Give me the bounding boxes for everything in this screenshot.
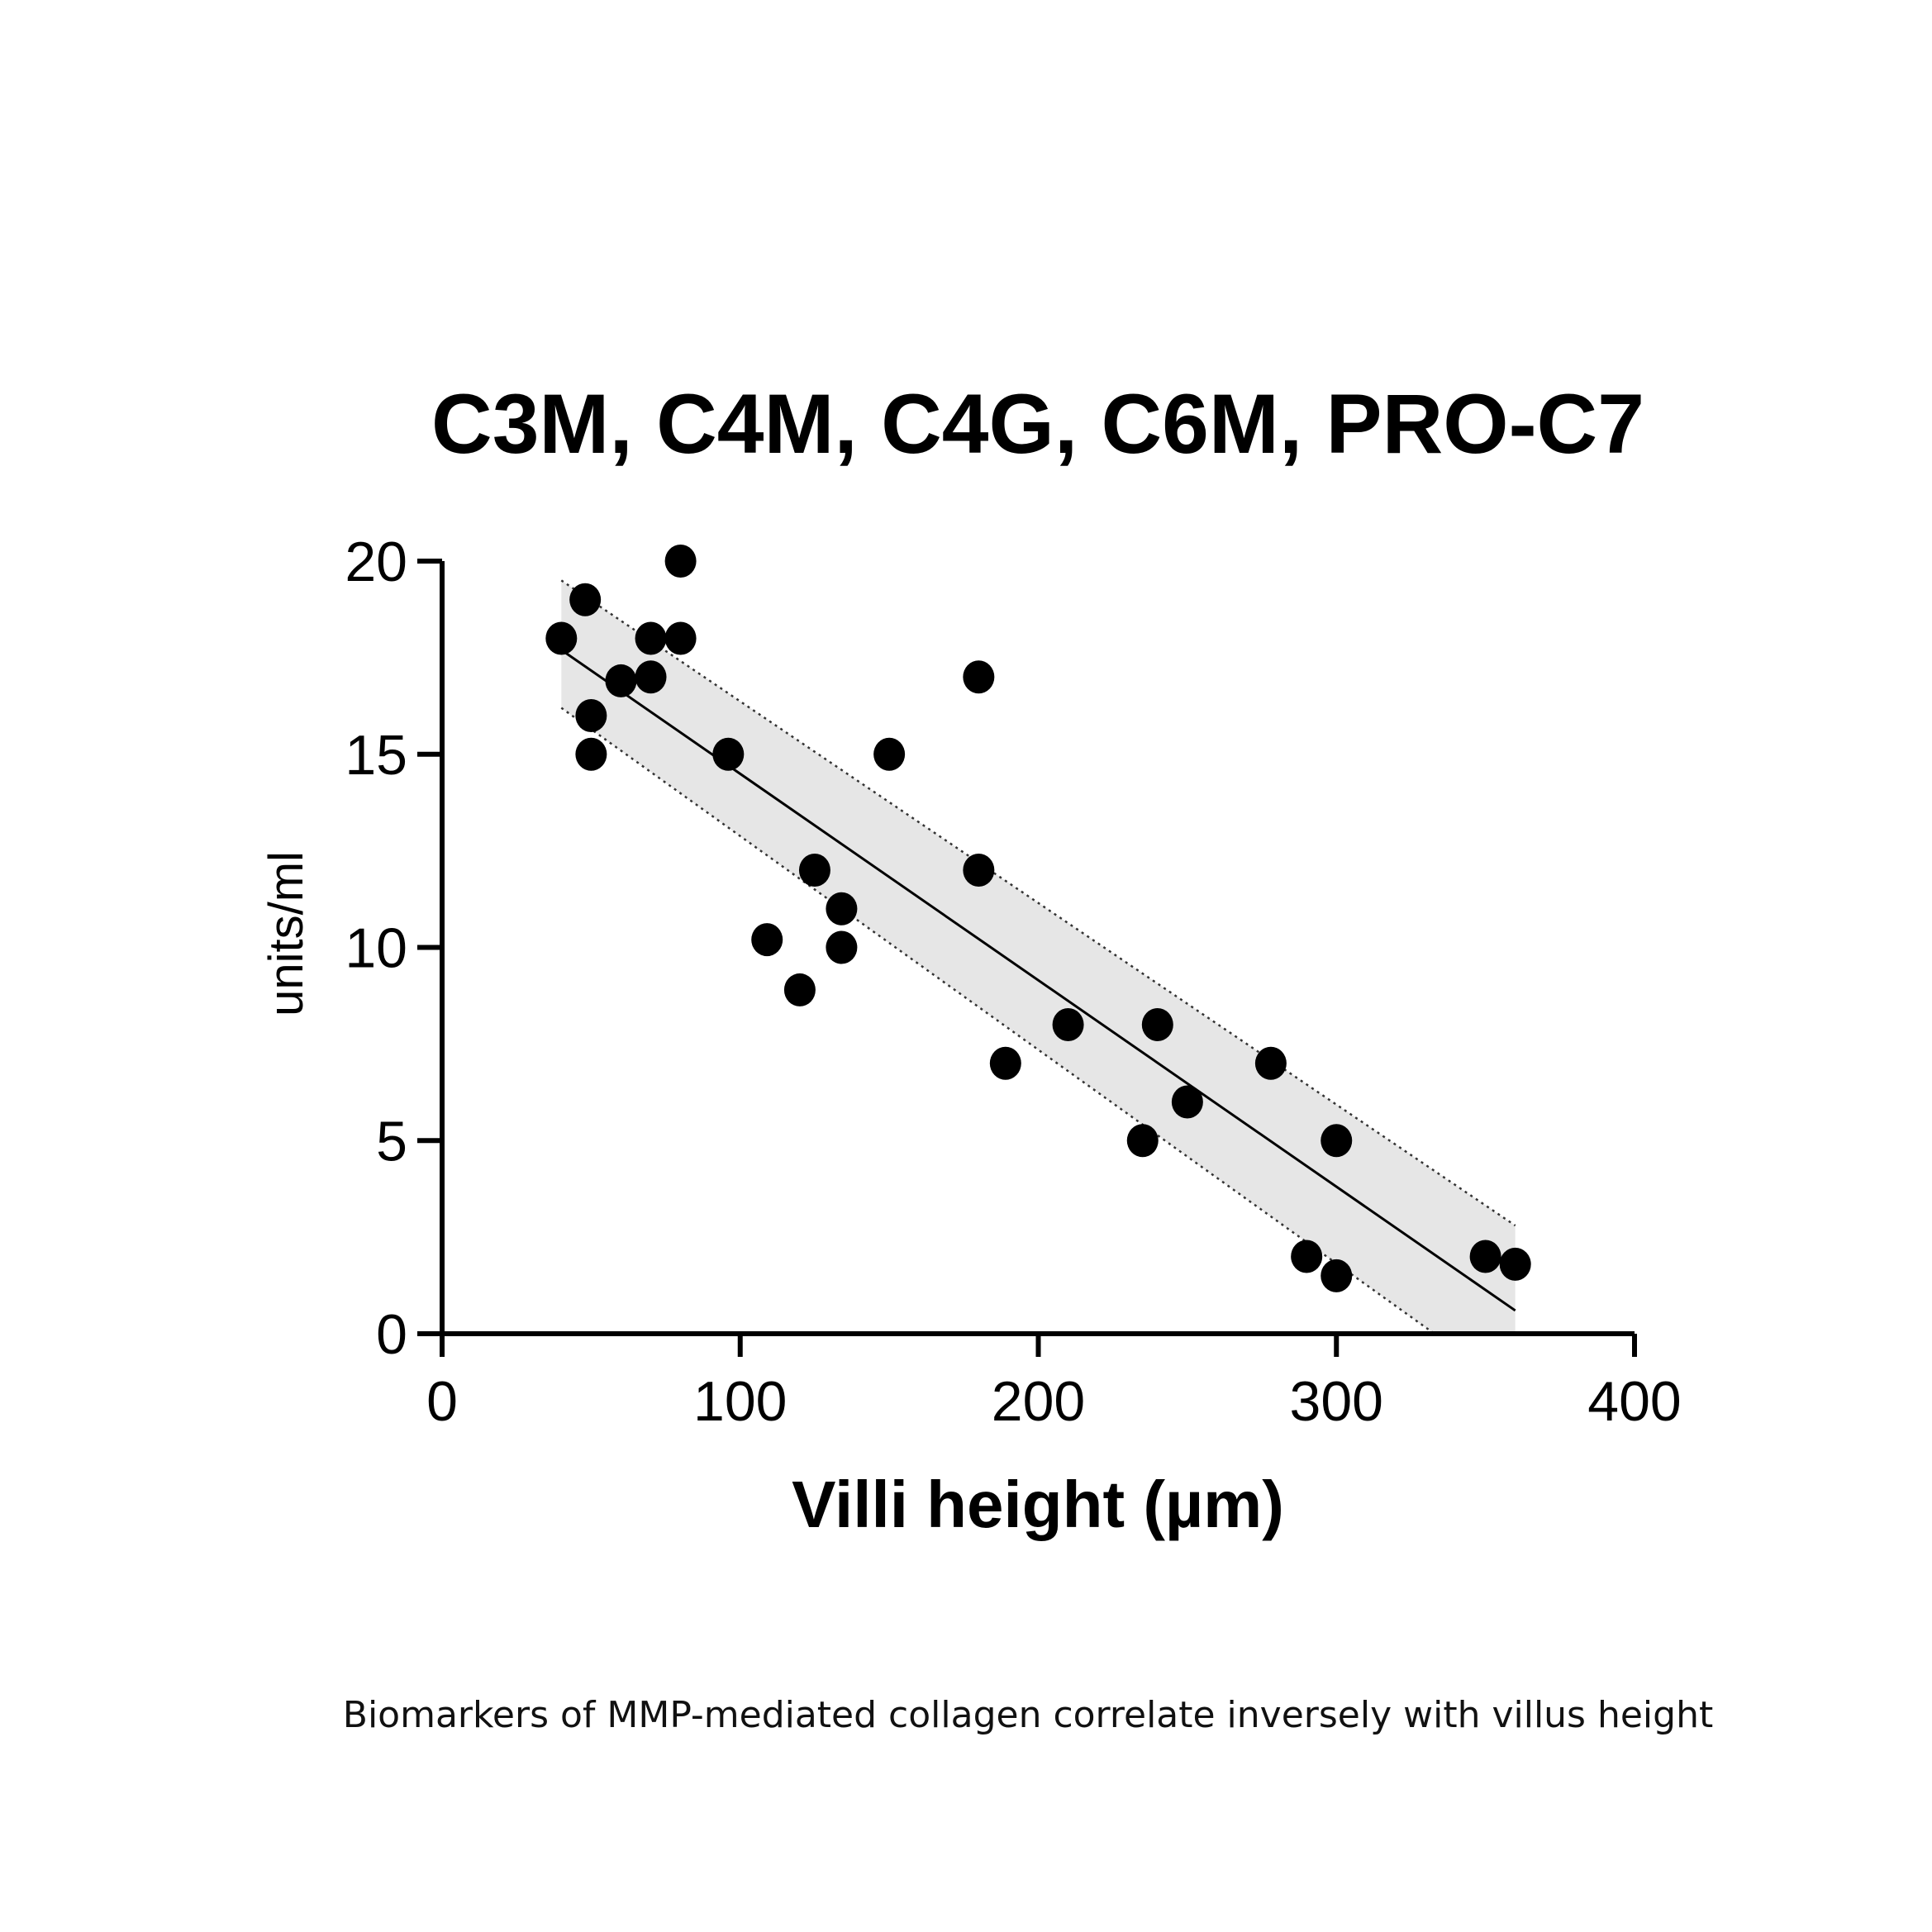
data-point [712,737,745,771]
y-tick-label: 15 [345,724,407,787]
confidence-band [561,580,1516,1334]
data-point [826,892,858,926]
data-point [1321,1259,1353,1292]
x-tick-label: 300 [1290,1370,1383,1433]
data-point [1052,1008,1084,1041]
upper-confidence-line [560,579,1516,1227]
data-point [664,621,697,655]
regression-line [560,649,1516,1312]
x-axis-label: Villi height (µm) [792,1468,1284,1541]
data-point [751,923,783,957]
x-tick-label: 200 [992,1370,1085,1433]
data-point [989,1046,1021,1080]
data-point [1469,1240,1501,1273]
y-tick-label: 5 [376,1110,407,1173]
x-tick-label: 0 [426,1370,458,1433]
data-point [798,854,830,887]
data-point [873,737,906,771]
data-point [1321,1124,1353,1158]
y-tick-label: 20 [345,531,407,593]
data-point [664,545,697,578]
data-point [1171,1085,1203,1119]
data-point [575,737,607,771]
x-tick-label: 400 [1587,1370,1681,1433]
data-point [1291,1240,1323,1273]
y-axis-label: units/ml [259,851,313,1016]
figure-caption: Biomarkers of MMP-mediated collagen corr… [342,1694,1714,1736]
data-point [1499,1247,1531,1281]
data-point [635,621,667,655]
data-point [1254,1046,1287,1080]
y-tick-label: 0 [376,1303,407,1366]
data-point [826,930,858,964]
data-point [963,660,995,694]
x-tick-label: 100 [693,1370,787,1433]
chart-title: C3M, C4M, C4G, C6M, PRO-C7 [431,377,1644,471]
data-point [635,660,667,694]
data-point [605,664,637,697]
y-tick-label: 10 [345,917,407,980]
data-point [783,973,816,1006]
data-point [545,621,578,655]
data-point [963,854,995,887]
data-point [1126,1124,1159,1158]
data-point [569,583,602,616]
data-point [575,699,607,732]
data-point [1141,1008,1173,1041]
